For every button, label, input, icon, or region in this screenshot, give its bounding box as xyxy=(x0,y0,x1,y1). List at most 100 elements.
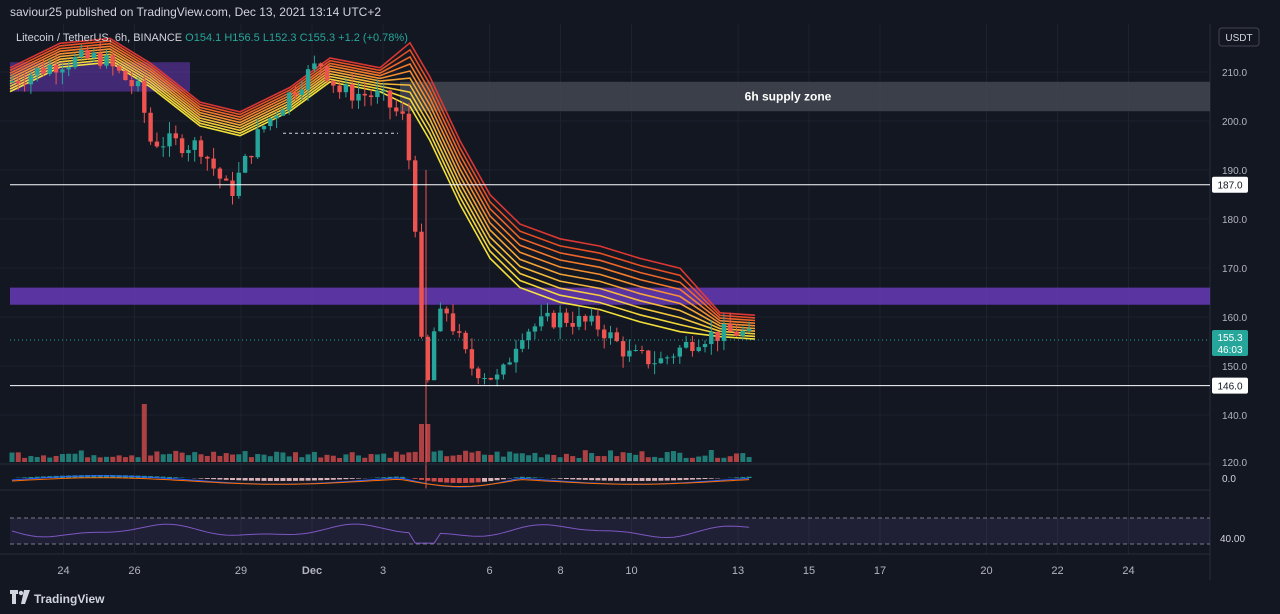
candle-body xyxy=(110,55,115,67)
price-tick-label: 170.0 xyxy=(1222,264,1247,275)
volume-bar xyxy=(526,455,532,462)
macd-histogram-bar xyxy=(261,478,267,481)
chart-area[interactable]: 6h supply zone 187.0 146.0 155.3 46:03 0.0 … xyxy=(0,24,1280,580)
macd-histogram-bar xyxy=(664,478,670,481)
countdown-label: 46:03 xyxy=(1217,345,1242,356)
volume-bar xyxy=(255,454,261,462)
candle-body xyxy=(526,331,531,341)
volume-bar xyxy=(192,452,198,462)
candle-body xyxy=(154,141,160,147)
candle-body xyxy=(91,52,97,58)
candle-body xyxy=(179,138,185,154)
level-label: 146.0 xyxy=(1217,382,1242,393)
legend-open: O154.1 xyxy=(185,32,222,44)
volume-bar xyxy=(532,452,538,462)
macd-histogram-bar xyxy=(34,476,40,478)
ema-line xyxy=(9,50,756,330)
macd-histogram-bar xyxy=(286,478,292,481)
volume-bar xyxy=(645,457,651,462)
macd-histogram-bar xyxy=(652,478,658,481)
candle-body xyxy=(709,331,714,345)
candles xyxy=(9,41,752,489)
candle-body xyxy=(482,377,487,379)
volume-bar xyxy=(116,455,122,462)
candle-body xyxy=(394,107,399,112)
volume-bar xyxy=(34,457,40,462)
volume-bar xyxy=(381,453,387,462)
time-axis: 24 26 29 Dec 3 6 8 10 13 15 17 20 22 24 xyxy=(57,565,1134,577)
macd-histogram-bar xyxy=(116,475,122,478)
candle-body xyxy=(683,341,689,348)
candle-body xyxy=(570,322,575,327)
macd-histogram-bar xyxy=(570,478,576,480)
volume-bar xyxy=(72,453,78,462)
candle-body xyxy=(728,323,733,332)
macd-histogram-bar xyxy=(412,478,418,479)
macd-histogram-bar xyxy=(740,477,746,478)
footer: TradingView xyxy=(0,584,1280,614)
volume-bar xyxy=(274,451,280,462)
time-tick-label: 22 xyxy=(1051,565,1063,577)
candle-body xyxy=(476,368,481,379)
volume-bar xyxy=(248,457,254,462)
volume-bar xyxy=(425,424,431,462)
macd-histogram-bar xyxy=(450,478,456,483)
macd-histogram-bar xyxy=(444,478,450,483)
macd-histogram-bar xyxy=(22,477,28,478)
volume-bar xyxy=(311,451,317,462)
macd-histogram-bar xyxy=(223,478,229,480)
macd-histogram-bar xyxy=(469,478,475,483)
volume-bar xyxy=(160,454,166,462)
volume-bar xyxy=(230,454,235,462)
macd-histogram-bar xyxy=(633,478,639,481)
macd-histogram-bar xyxy=(746,476,752,478)
candle-body xyxy=(583,315,588,322)
price-tick-label: 190.0 xyxy=(1222,166,1247,177)
candle-body xyxy=(633,349,638,351)
macd-histogram-bar xyxy=(230,478,235,481)
candle-body xyxy=(337,85,342,93)
candle-body xyxy=(324,65,330,81)
time-tick-label: 24 xyxy=(57,565,69,577)
macd-histogram-bar xyxy=(734,477,739,478)
volume-bar xyxy=(293,452,298,462)
macd-histogram-bar xyxy=(595,478,601,481)
candle-body xyxy=(677,347,682,357)
candle-body xyxy=(72,56,78,68)
chart-legend: Litecoin / TetherUS, 6h, BINANCE O154.1 … xyxy=(16,32,408,44)
volume-bar xyxy=(362,457,368,462)
macd-histogram-bar xyxy=(557,478,563,479)
macd-histogram-bar xyxy=(576,478,582,480)
macd-histogram-bar xyxy=(28,477,34,478)
candle-body xyxy=(173,133,178,139)
candle-body xyxy=(576,315,582,327)
time-tick-label: 3 xyxy=(380,565,386,577)
candle-body xyxy=(614,332,619,342)
macd-histogram-bar xyxy=(343,478,349,480)
candle-body xyxy=(438,308,443,332)
macd-histogram-bar xyxy=(589,478,595,481)
macd-histogram-bar xyxy=(620,478,626,481)
volume-bar xyxy=(507,451,513,462)
price-tick-label: 210.0 xyxy=(1222,68,1247,79)
signal-line xyxy=(11,477,750,488)
candle-body xyxy=(129,80,134,87)
candle-body xyxy=(22,83,27,85)
macd-histogram-bar xyxy=(513,477,519,478)
volume-bar xyxy=(595,456,601,462)
macd-histogram-bar xyxy=(154,476,160,478)
candle-body xyxy=(312,63,317,70)
volume-bar xyxy=(242,451,248,462)
macd-histogram-bar xyxy=(425,478,431,481)
macd-histogram-bar xyxy=(318,478,324,481)
volume-bar xyxy=(412,451,418,462)
volume-bar xyxy=(488,454,494,462)
ema-line xyxy=(9,45,756,324)
macd-histogram-bar xyxy=(299,478,305,481)
macd-histogram-bar xyxy=(211,478,217,480)
macd-histogram-bar xyxy=(626,478,632,481)
volume-bar xyxy=(557,457,563,462)
volume-bar xyxy=(708,450,714,462)
candle-body xyxy=(261,126,267,130)
